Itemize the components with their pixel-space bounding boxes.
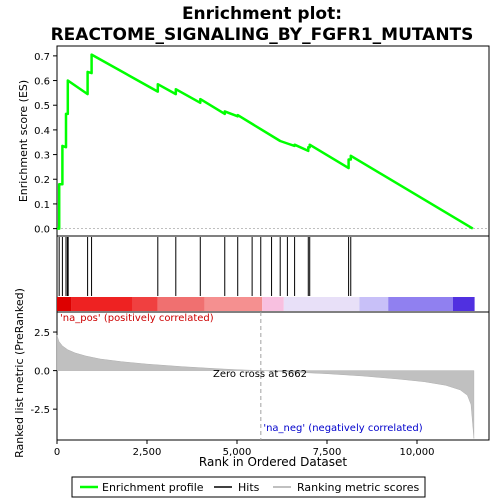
rank-y-tick-label: -2.5	[30, 405, 50, 416]
heat-segment	[284, 297, 360, 311]
legend-enrichment-label: Enrichment profile	[102, 481, 204, 494]
chart-title-line-2: REACTOME_SIGNALING_BY_FGFR1_MUTANTS	[51, 25, 474, 45]
chart-title-line-1: Enrichment plot:	[182, 4, 342, 24]
es-y-tick-label: 0.5	[34, 101, 50, 112]
es-y-tick-label: 0.6	[34, 77, 50, 88]
es-y-tick-label: 0.3	[34, 151, 50, 162]
rank-x-tick-label: 2,500	[133, 447, 162, 458]
es-y-tick-label: 0.7	[34, 52, 50, 63]
rank-y-axis-label: Ranked list metric (PreRanked)	[13, 288, 26, 458]
rank-x-tick-label: 10,000	[400, 447, 435, 458]
legend-ranking-label: Ranking metric scores	[297, 481, 419, 494]
rank-y-tick-label: 0.0	[34, 367, 50, 378]
es-panel-frame	[57, 46, 489, 236]
negative-correlation-label: 'na_neg' (negatively correlated)	[263, 423, 422, 434]
heat-segment	[262, 297, 284, 311]
rank-y-tick-label: 2.5	[34, 328, 50, 339]
heat-segment	[453, 297, 475, 311]
heat-segment	[133, 297, 158, 311]
rank-panel: 2.50.0-2.5 0 2,500 5,000 7,500 10,000 'na_po…	[13, 288, 489, 469]
es-y-tick-label: 0.4	[34, 126, 50, 137]
es-y-axis-label: Enrichment score (ES)	[17, 80, 30, 202]
heat-segment	[57, 297, 71, 311]
es-y-tick-label: 0.1	[34, 200, 50, 211]
zero-cross-label: Zero cross at 5662	[213, 369, 307, 380]
heat-segment	[205, 297, 263, 311]
heat-segment	[71, 297, 132, 311]
es-y-tick-label: 0.2	[34, 175, 50, 186]
positive-correlation-label: 'na_pos' (positively correlated)	[60, 313, 214, 324]
legend: Enrichment profile Hits Ranking metric s…	[72, 477, 425, 497]
legend-hits-label: Hits	[238, 481, 260, 494]
heat-segment	[388, 297, 453, 311]
rank-x-tick-label: 0	[54, 447, 60, 458]
hits-panel	[57, 236, 489, 312]
es-y-tick-label: 0.0	[34, 225, 50, 236]
es-panel: 0.0 0.1 0.2 0.3 0.4 0.5 0.6 0.7 Enrichment scor…	[17, 46, 489, 236]
rank-x-axis-label: Rank in Ordered Dataset	[199, 455, 347, 469]
heat-segment	[158, 297, 205, 311]
heat-segment	[359, 297, 388, 311]
